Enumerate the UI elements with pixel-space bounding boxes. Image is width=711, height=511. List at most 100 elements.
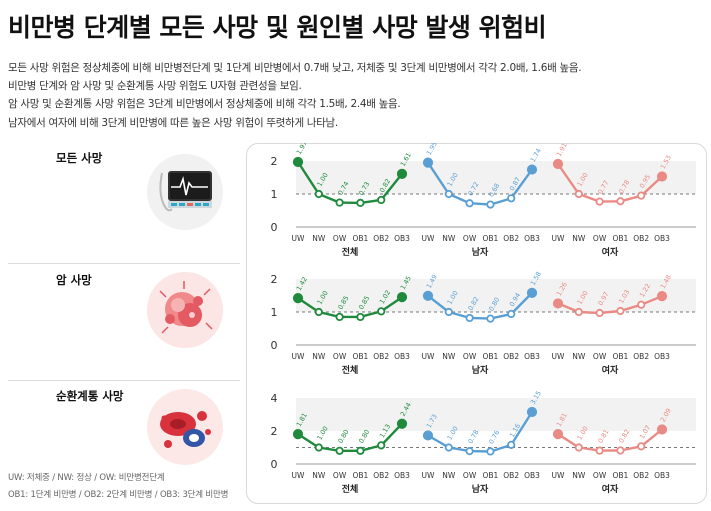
y-tick-label: 4 (271, 392, 278, 405)
data-point (335, 198, 344, 207)
series-line (557, 163, 663, 203)
y-tick-label: 1 (271, 306, 278, 319)
x-tick-label: NW (312, 352, 326, 361)
data-point (422, 157, 434, 168)
series-line (427, 292, 533, 320)
summary-line: 모든 사망 위험은 정상체중에 비해 비만병전단계 및 1단계 비만병에서 0.… (8, 62, 582, 74)
series-line (297, 296, 403, 319)
page-title: 비만병 단계별 모든 사망 및 원인별 사망 발생 위험비 (8, 13, 547, 42)
data-point (552, 158, 564, 170)
data-point (526, 406, 538, 418)
x-tick-label: OB2 (503, 234, 519, 243)
chart-band (296, 161, 696, 194)
x-tick-label: UW (422, 352, 435, 361)
data-point (595, 308, 604, 318)
series-name: 남자 (472, 483, 489, 495)
data-point (396, 418, 408, 429)
x-tick-label: OW (463, 471, 477, 480)
ecg-monitor-icon (147, 154, 223, 230)
y-tick-label: 0 (271, 458, 278, 471)
x-tick-label: OB1 (482, 471, 498, 480)
y-tick-label: 1 (271, 188, 278, 201)
x-tick-label: OB1 (352, 471, 368, 480)
series-name: 전체 (342, 364, 359, 376)
data-point (396, 292, 408, 303)
data-point (356, 198, 365, 208)
data-point (444, 443, 453, 452)
x-tick-label: OB1 (352, 352, 368, 361)
data-point (314, 307, 323, 317)
data-point (507, 309, 516, 319)
data-label: 1.91 (555, 143, 569, 158)
section-label-all-death: 모든 사망 (56, 151, 103, 165)
x-tick-label: NW (312, 234, 326, 243)
data-point (552, 298, 564, 309)
data-label: 1.95 (425, 143, 439, 157)
data-point (292, 293, 304, 304)
section-label-circulatory-death: 순환계통 사망 (56, 389, 124, 403)
data-point (486, 314, 495, 323)
cancer-cells-icon (147, 272, 223, 348)
series-line (557, 428, 663, 452)
series-name: 여자 (602, 483, 619, 495)
data-point (526, 287, 538, 298)
x-tick-label: OW (463, 234, 477, 243)
x-tick-label: UW (552, 352, 565, 361)
x-tick-label: OB2 (633, 234, 649, 243)
series-line (427, 162, 533, 206)
x-tick-label: OW (593, 352, 607, 361)
series-name: 여자 (602, 364, 619, 376)
series-name: 남자 (472, 246, 489, 258)
data-point (444, 189, 453, 199)
data-point (616, 197, 625, 206)
data-point (356, 446, 365, 455)
data-point (292, 429, 304, 440)
chart-band (296, 398, 696, 431)
data-point (396, 168, 408, 179)
x-tick-label: OW (593, 471, 607, 480)
summary-line: 비만병 단계와 암 사망 및 순환계통 사망 위험도 U자형 관련성을 보임. (8, 80, 302, 93)
data-point (507, 194, 516, 203)
series-line (297, 422, 403, 452)
x-tick-label: OB2 (373, 352, 389, 361)
x-tick-label: OB2 (503, 352, 519, 361)
x-tick-label: NW (442, 471, 456, 480)
data-point (574, 189, 583, 199)
x-tick-label: OB3 (394, 352, 410, 361)
x-tick-label: OB3 (654, 471, 670, 480)
x-tick-label: OB1 (612, 471, 628, 480)
series-name: 전체 (342, 483, 359, 495)
abbreviation-legend: OB1: 1단계 비만병 / OB2: 2단계 비만병 / OB3: 3단계 비… (8, 490, 229, 500)
chart-band (296, 279, 696, 312)
x-tick-label: OB3 (394, 234, 410, 243)
x-tick-label: OB1 (612, 234, 628, 243)
y-tick-label: 0 (271, 339, 278, 352)
x-tick-label: UW (292, 471, 305, 480)
data-point (377, 307, 386, 316)
data-point (552, 429, 564, 440)
x-tick-label: OB2 (373, 234, 389, 243)
y-tick-label: 2 (271, 425, 278, 438)
data-point (314, 443, 323, 452)
data-point (335, 312, 344, 322)
data-point (377, 195, 386, 205)
data-point (595, 446, 604, 455)
data-point (637, 191, 646, 200)
section-label-cancer-death: 암 사망 (56, 273, 92, 287)
data-point (422, 290, 434, 301)
data-point (574, 443, 583, 452)
data-point (444, 307, 453, 317)
x-tick-label: NW (572, 352, 586, 361)
data-point (465, 313, 474, 323)
y-tick-label: 2 (271, 273, 278, 286)
data-point (486, 200, 495, 209)
data-point (656, 171, 668, 182)
x-tick-label: NW (312, 471, 326, 480)
x-tick-label: NW (442, 352, 456, 361)
x-tick-label: UW (292, 352, 305, 361)
series-line (296, 161, 403, 205)
data-point (637, 300, 646, 309)
x-tick-label: UW (422, 471, 435, 480)
x-tick-label: OB3 (524, 471, 540, 480)
data-point (656, 424, 668, 435)
